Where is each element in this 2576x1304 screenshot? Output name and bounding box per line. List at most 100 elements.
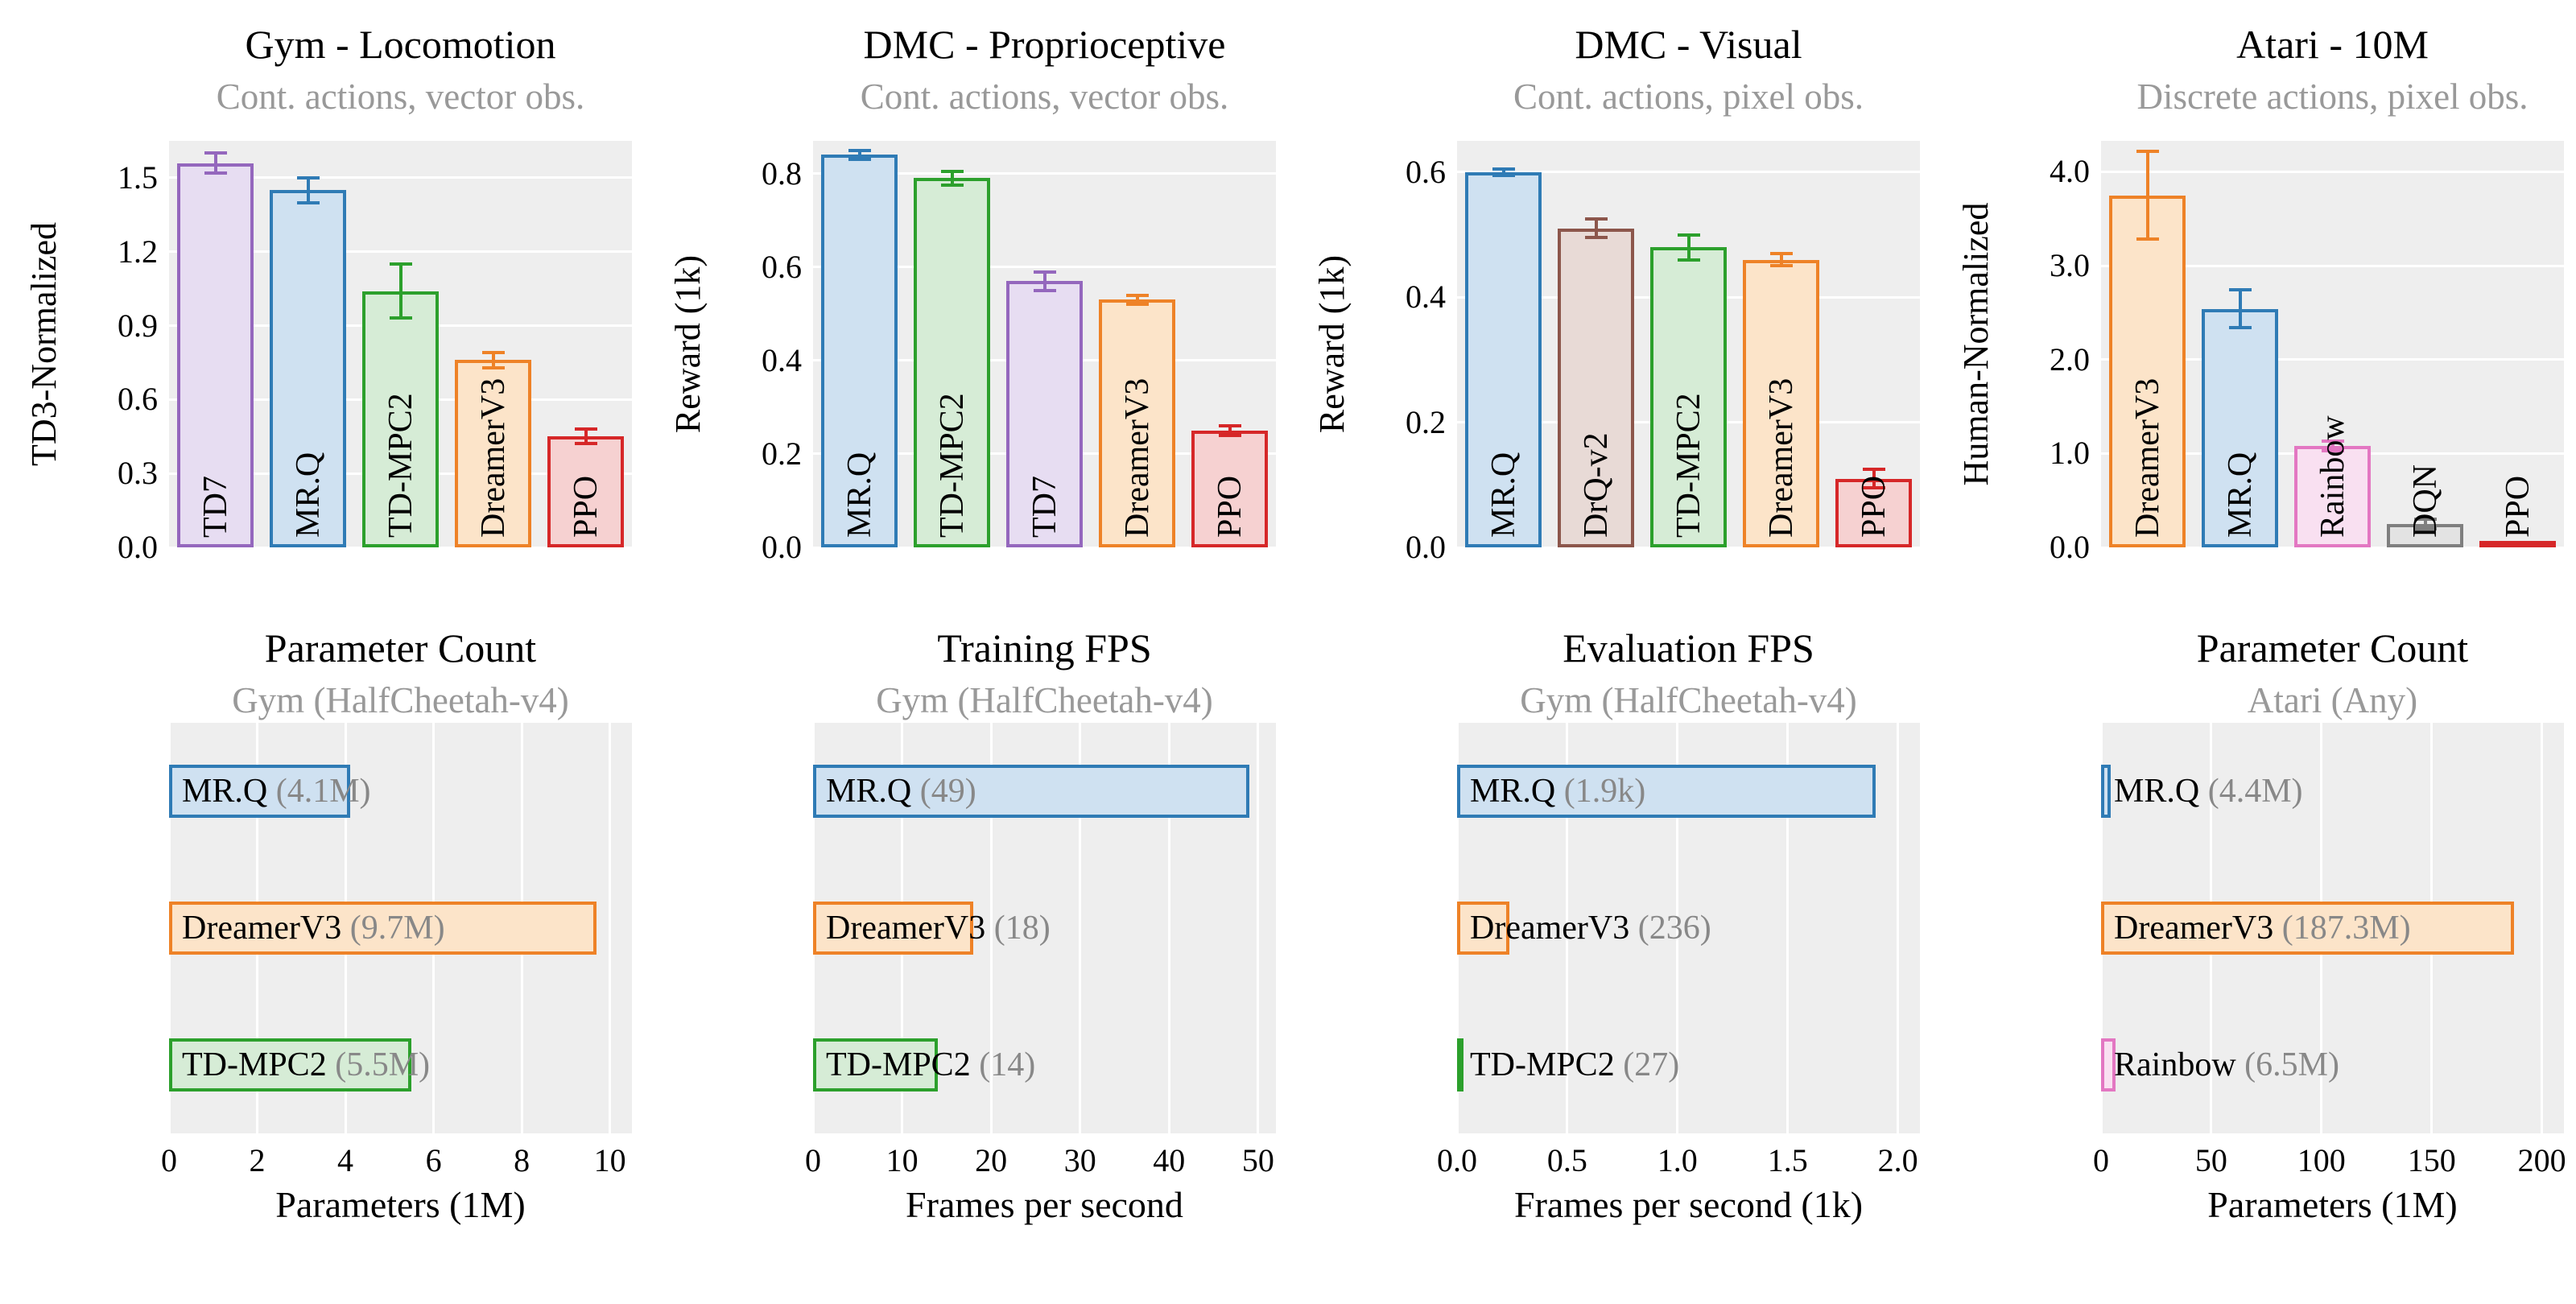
bar-label-name: TD-MPC2 [182, 1046, 336, 1083]
x-tick-label: 100 [2297, 1142, 2346, 1178]
error-bar-cap [1218, 424, 1241, 428]
chart-subtitle: Cont. actions, vector obs. [860, 76, 1229, 117]
y-tick-label: 0.0 [1406, 529, 1446, 565]
bar-DreamerV3 [1457, 902, 1509, 955]
y-tick-label: 1.5 [118, 159, 158, 196]
bar-label: TD-MPC2 (14) [826, 1044, 1035, 1086]
bar-label: TD-MPC2 [382, 393, 419, 538]
bar-label-value: (4.4M) [2207, 773, 2303, 810]
x-tick-label: 0.0 [1437, 1142, 1477, 1178]
bar-label-name: DreamerV3 [2114, 910, 2282, 947]
bar-TD-MPC2 [169, 1038, 412, 1091]
bar-DreamerV3 [2109, 195, 2186, 547]
chart-title: DMC - Visual [1575, 22, 1802, 67]
x-tick-label: 10 [593, 1142, 626, 1178]
bar-label: TD-MPC2 [1670, 393, 1707, 538]
error-bar-cap [204, 151, 227, 155]
bar-label-value: (9.7M) [349, 910, 445, 947]
bar-label: DreamerV3 [474, 378, 512, 538]
plot-area: MR.Q (4.1M) DreamerV3 (9.7M) TD-MPC2 (5.5M… [167, 723, 632, 1133]
bar-label: Rainbow [2314, 415, 2351, 538]
x-tick-label: 2.0 [1877, 1142, 1918, 1178]
bar-label: MR.Q (4.4M) [2114, 770, 2303, 812]
bar-TD-MPC2 [1457, 1038, 1463, 1091]
bar-MR.Q [270, 190, 346, 547]
gridline [2101, 264, 2564, 267]
error-bar [1779, 253, 1783, 266]
error-bar-cap [1862, 486, 1885, 490]
gridline [1457, 546, 1920, 549]
x-tick-label: 200 [2517, 1142, 2566, 1178]
chart-subtitle: Gym (HalfCheetah-v4) [876, 680, 1213, 720]
error-bar-cap [2228, 326, 2252, 330]
error-bar [2330, 441, 2334, 451]
bar-label: MR.Q [840, 452, 878, 538]
x-tick-label: 0.5 [1546, 1142, 1587, 1178]
bar-TD-MPC2 [1650, 247, 1727, 547]
bar-DrQ-v2 [1558, 228, 1634, 547]
bar-label: MR.Q [2221, 452, 2259, 538]
x-tick-label: 2 [249, 1142, 266, 1178]
error-bar-cap [574, 442, 597, 446]
bar-TD7 [1006, 281, 1083, 547]
x-tick-label: 150 [2407, 1142, 2456, 1178]
bar-MR.Q [1465, 171, 1542, 547]
x-tick-label: 8 [514, 1142, 530, 1178]
y-tick-label: 0.9 [118, 307, 158, 344]
bar-label-value: (49) [919, 773, 976, 810]
bar-label-value: (236) [1637, 910, 1711, 947]
chart-title: DMC - Proprioceptive [863, 22, 1226, 67]
chart-title: Parameter Count [2196, 625, 2469, 671]
bar-label: PPO [1855, 475, 1893, 538]
bar-label-name: MR.Q [2114, 773, 2208, 810]
error-bar-cap [574, 427, 597, 431]
bar-label: TD-MPC2 (5.5M) [182, 1044, 430, 1086]
y-tick-label: 0.0 [118, 529, 158, 565]
y-tick-label: 2.0 [2050, 340, 2090, 378]
error-bar [213, 153, 217, 173]
gridline [813, 172, 1276, 175]
bar-label: DreamerV3 [1118, 378, 1156, 538]
x-axis-label: Frames per second [906, 1184, 1183, 1225]
bar-Rainbow [2294, 446, 2371, 547]
bar-label-name: MR.Q [182, 773, 276, 810]
error-bar [306, 177, 310, 203]
x-tick-label: 10 [886, 1142, 919, 1178]
bar-label-value: (1.9k) [1563, 773, 1646, 810]
bar-DreamerV3 [1099, 299, 1175, 547]
chart-atari-10m: Atari - 10M Discrete actions, pixel obs.… [1932, 0, 2576, 604]
bar-label: Rainbow (6.5M) [2114, 1044, 2339, 1086]
chart-subtitle: Gym (HalfCheetah-v4) [232, 680, 569, 720]
plot-area: MR.Q (1.9k) DreamerV3 (236) TD-MPC2 (27) [1455, 723, 1920, 1133]
error-bar-cap [1125, 293, 1149, 297]
y-tick-label: 0.6 [1406, 153, 1446, 190]
error-bar [584, 429, 588, 444]
gridline [609, 723, 612, 1133]
x-axis-label: Frames per second (1k) [1513, 1184, 1864, 1225]
error-bar-cap [848, 148, 871, 152]
error-bar-cap [1492, 167, 1515, 171]
error-bar [1594, 219, 1598, 238]
error-bar-cap [1769, 251, 1793, 255]
gridline [1786, 723, 1790, 1133]
error-bar-cap [389, 316, 412, 320]
error-bar [857, 150, 861, 160]
y-tick-label: 3.0 [2050, 247, 2090, 284]
error-bar-cap [1125, 303, 1149, 307]
error-bar-cap [2136, 149, 2159, 153]
bar-label: PPO [567, 475, 605, 538]
bar-label-name: DreamerV3 [182, 910, 350, 947]
bar-label: TD7 [1026, 476, 1063, 538]
x-tick-label: 6 [425, 1142, 442, 1178]
error-bar-cap [389, 262, 412, 266]
error-bar-cap [1584, 217, 1608, 221]
gridline [169, 250, 632, 254]
bar-label: TD7 [196, 476, 234, 538]
error-bar-cap [2413, 518, 2437, 521]
bar-label-value: (5.5M) [335, 1046, 431, 1083]
error-bar-cap [940, 169, 964, 173]
error-bar-cap [1584, 236, 1608, 240]
y-tick-label: 0.8 [762, 155, 802, 192]
error-bar-cap [1769, 264, 1793, 268]
